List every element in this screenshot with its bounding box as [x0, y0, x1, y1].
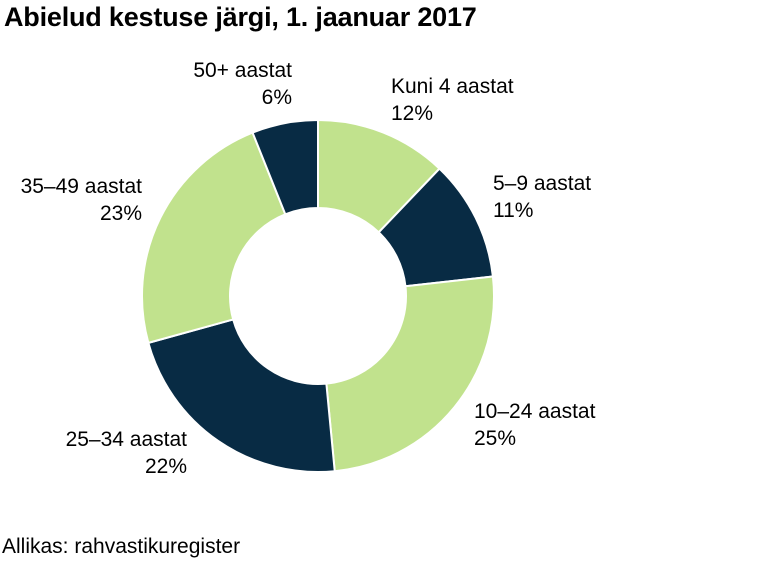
- donut-slice-3: [325, 275, 495, 473]
- donut-slice-5: [141, 131, 287, 345]
- slice-label-3: 10–24 aastat: [474, 400, 596, 423]
- donut-slice-6: [251, 118, 319, 216]
- slice-percent-4: 22%: [145, 455, 187, 478]
- slice-percent-1: 12%: [391, 102, 433, 125]
- donut-slice-4: [147, 318, 336, 473]
- source-note: Allikas: rahvastikuregister: [2, 535, 241, 558]
- slice-percent-2: 11%: [493, 199, 533, 222]
- slice-label-4: 25–34 aastat: [66, 428, 188, 451]
- slice-percent-6: 6%: [262, 86, 292, 109]
- slice-label-5: 35–49 aastat: [21, 175, 143, 198]
- slice-label-2: 5–9 aastat: [493, 172, 591, 195]
- slice-percent-5: 23%: [100, 202, 142, 225]
- slice-percent-3: 25%: [474, 427, 516, 450]
- slice-label-6: 50+ aastat: [193, 59, 292, 82]
- slice-label-1: Kuni 4 aastat: [391, 75, 514, 98]
- chart-title: Abielud kestuse järgi, 1. jaanuar 2017: [4, 2, 477, 32]
